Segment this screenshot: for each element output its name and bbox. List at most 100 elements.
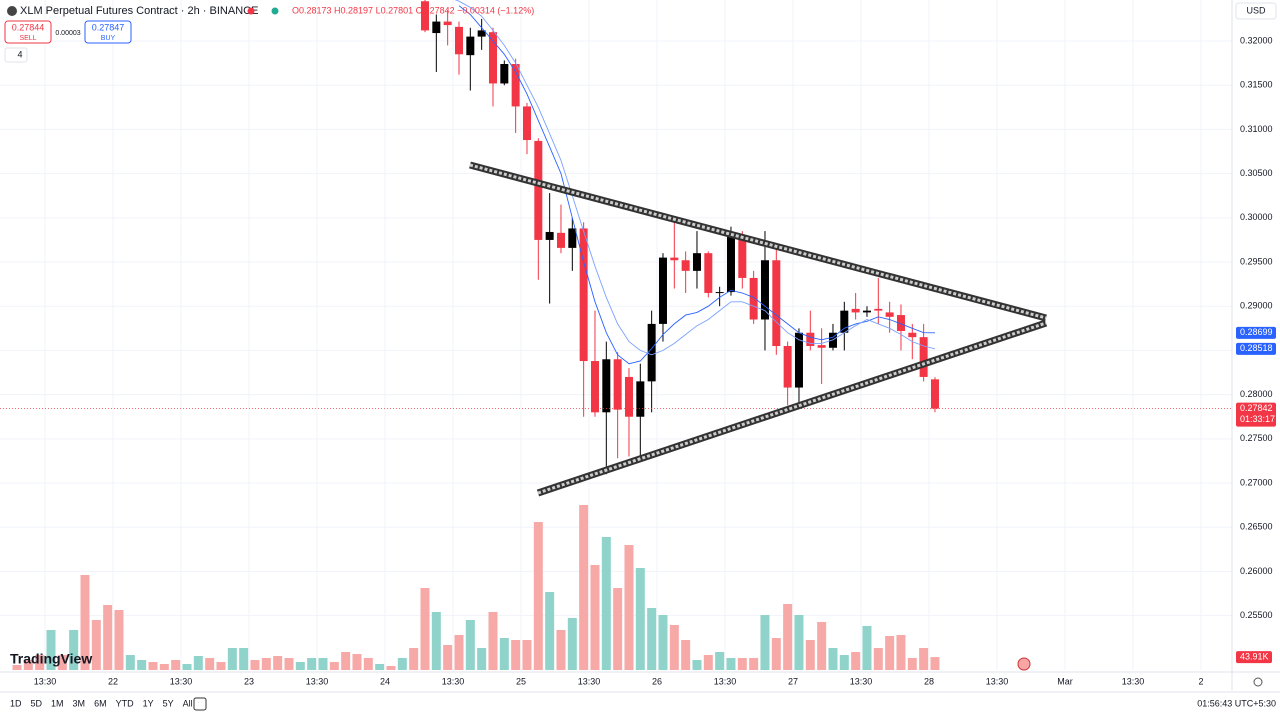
volume-bar (363, 658, 373, 670)
volume-bar (250, 660, 260, 670)
volume-bar (171, 660, 181, 670)
candle-body (760, 260, 769, 320)
candle-body (466, 36, 475, 56)
time-tick-label: Mar (1057, 676, 1073, 686)
candle-body (522, 106, 531, 141)
price-tick-label: 0.29500 (1240, 256, 1273, 266)
candle-body (862, 310, 871, 313)
range-button[interactable]: All (183, 698, 193, 708)
volume-bar (919, 648, 929, 670)
volume-bar (715, 652, 725, 670)
time-tick-label: 27 (788, 676, 798, 686)
candle-body (840, 310, 849, 333)
volume-bar (454, 635, 464, 670)
currency-button[interactable] (1235, 2, 1277, 20)
grid (0, 0, 1232, 670)
volume-bar (760, 615, 770, 670)
candle-body (602, 359, 611, 413)
buy-price[interactable]: 0.27847 (92, 22, 125, 32)
volume-bar (284, 658, 294, 670)
volume-bar (488, 612, 498, 670)
range-button[interactable]: YTD (116, 698, 135, 708)
volume-bar (703, 655, 713, 670)
time-tick-label: 2 (1198, 676, 1203, 686)
event-icon[interactable] (1017, 657, 1031, 671)
price-pane (0, 0, 1232, 475)
candle-body (636, 381, 645, 417)
range-button[interactable]: 1M (51, 698, 64, 708)
volume-bar (182, 664, 192, 670)
symbol-icon (7, 6, 17, 16)
candle-body (432, 21, 441, 34)
volume-bar (737, 658, 747, 670)
time-tick-label: 13:30 (578, 676, 601, 686)
candle-body (896, 315, 905, 331)
price-tick-label: 0.32000 (1240, 35, 1273, 45)
volume-bar (771, 638, 781, 670)
volume-bar (828, 648, 838, 670)
axes: 0.32000 0.31500 0.31000 0.30500 0.30000 0.295… (34, 35, 1276, 686)
date-range-icon[interactable] (193, 697, 207, 711)
volume-bar (329, 662, 339, 670)
volume-bar (556, 630, 566, 670)
candle-body (477, 30, 486, 37)
indicator-toggle[interactable] (4, 47, 28, 63)
candle-body (534, 140, 543, 240)
volume-bar (295, 662, 305, 670)
sell-label[interactable]: SELL (19, 35, 36, 42)
candle-body (738, 235, 747, 278)
currency[interactable]: USD (1246, 5, 1266, 15)
volume-bar (12, 665, 22, 670)
volume-bar (805, 640, 815, 670)
volume-bar (545, 592, 555, 670)
volume-bar (907, 658, 917, 670)
candle-body (545, 231, 554, 240)
price-tag-label: 0.28699 (1240, 327, 1273, 337)
candle-body (556, 232, 565, 248)
sell-price[interactable]: 0.27844 (12, 22, 45, 32)
time-tick-label: 26 (652, 676, 662, 686)
range-button[interactable]: 3M (73, 698, 86, 708)
candle-body (420, 1, 429, 31)
price-tick-label: 0.30000 (1240, 212, 1273, 222)
price-tag-label: 0.28518 (1240, 343, 1273, 353)
sell-button[interactable] (4, 20, 52, 44)
volume-bar (669, 625, 679, 670)
candle-body (772, 260, 781, 347)
volume-bar (579, 505, 589, 670)
upper-trendline-fill (469, 163, 1047, 320)
time-tick-label: 13:30 (170, 676, 193, 686)
price-tick-label: 0.26000 (1240, 566, 1273, 576)
time-tick-label: 25 (516, 676, 526, 686)
volume-bar (601, 537, 611, 670)
range-button[interactable]: 5D (31, 698, 43, 708)
volume-bar (397, 658, 407, 670)
volume-bar (635, 568, 645, 670)
settings-icon[interactable] (1253, 677, 1263, 687)
candle-body (488, 32, 497, 84)
volume-bar (726, 658, 736, 670)
volume-bar (137, 660, 147, 670)
volume-bar (352, 654, 362, 670)
volume-bar (613, 588, 623, 670)
candle-body (874, 308, 883, 311)
range-button[interactable]: 1D (10, 698, 22, 708)
buy-button[interactable] (84, 20, 132, 44)
volume-bar (375, 664, 385, 670)
volume-bar (681, 640, 691, 670)
volume-bar (35, 655, 45, 670)
range-button[interactable]: 5Y (163, 698, 174, 708)
indicator-count[interactable]: 4 (17, 49, 22, 59)
time-tick-label: 22 (108, 676, 118, 686)
candle-body (806, 332, 815, 347)
candle-body (647, 323, 656, 382)
candle-body (579, 228, 588, 362)
time-tick-label: 13:30 (986, 676, 1009, 686)
range-button[interactable]: 1Y (143, 698, 154, 708)
symbol-title[interactable]: XLM Perpetual Futures Contract · 2h · BI… (20, 5, 258, 17)
volume-bar (148, 662, 158, 670)
buy-label[interactable]: BUY (101, 35, 116, 42)
candle-body (681, 260, 690, 271)
range-button[interactable]: 6M (94, 698, 107, 708)
time-tick-label: 13:30 (442, 676, 465, 686)
